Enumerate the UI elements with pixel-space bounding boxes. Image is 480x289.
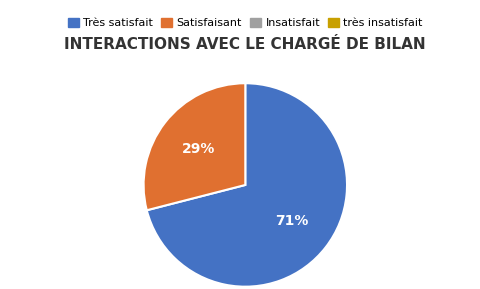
Wedge shape (144, 83, 245, 210)
Wedge shape (146, 83, 346, 287)
Text: 29%: 29% (181, 142, 215, 156)
Text: 71%: 71% (275, 214, 308, 228)
Title: INTERACTIONS AVEC LE CHARGÉ DE BILAN: INTERACTIONS AVEC LE CHARGÉ DE BILAN (64, 38, 425, 53)
Legend: Très satisfait, Satisfaisant, Insatisfait, très insatisfait: Très satisfait, Satisfaisant, Insatisfai… (68, 18, 422, 28)
